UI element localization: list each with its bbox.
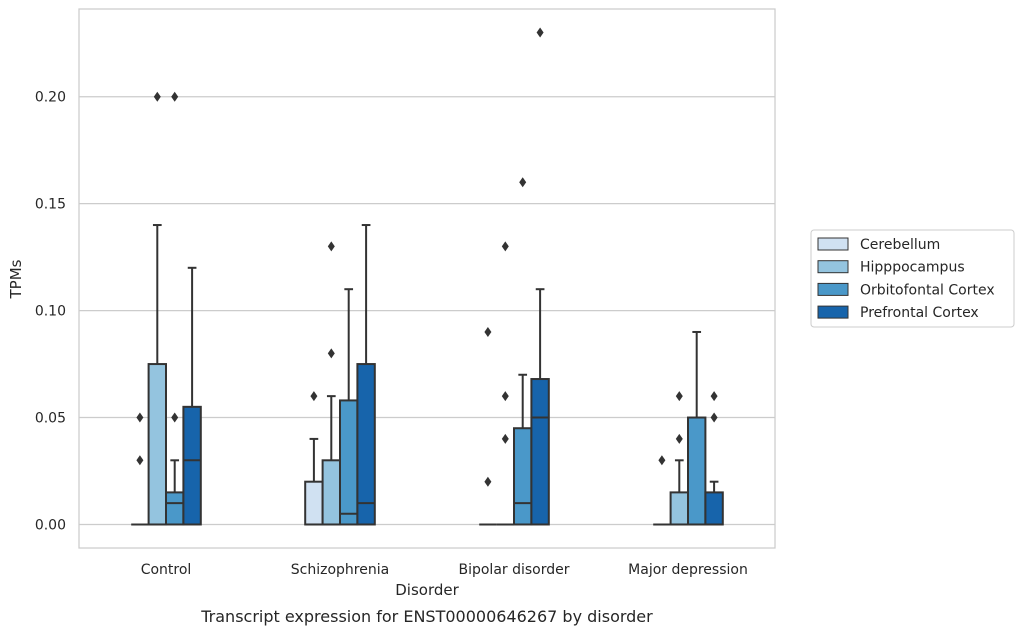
box <box>321 241 342 526</box>
box <box>131 412 149 526</box>
x-tick-label: Major depression <box>628 562 748 578</box>
series-cerebellum <box>131 326 671 526</box>
box <box>479 326 497 526</box>
legend-label: Cerebellum <box>860 237 940 253</box>
legend-swatch <box>817 305 849 319</box>
outlier-point <box>484 476 492 487</box>
box-body <box>530 378 550 526</box>
box-body <box>147 363 168 526</box>
box-body <box>182 405 202 526</box>
figure-caption: Transcript expression for ENST0000064626… <box>200 607 653 626</box>
box <box>304 391 324 526</box>
legend: Cerebellum Hipppocampus Orbitofontal Corte… <box>810 229 1015 328</box>
y-axis-label: TPMs <box>7 259 25 299</box>
outlier-point <box>710 412 718 423</box>
x-tick-label: Control <box>141 562 192 578</box>
outlier-point <box>171 91 179 102</box>
y-tick-label: 0.20 <box>35 90 66 106</box>
outlier-point <box>136 455 144 466</box>
y-tick-label: 0.05 <box>35 411 66 427</box>
outlier-point <box>519 177 527 188</box>
outlier-point <box>327 241 335 252</box>
outlier-point <box>675 433 683 444</box>
legend-label: Prefrontal Cortex <box>860 305 979 321</box>
y-tick-labels: 0.00 0.05 0.10 0.15 0.20 <box>35 90 66 534</box>
series-hipppocampus <box>147 91 689 526</box>
x-tick-label: Bipolar disorder <box>458 562 569 578</box>
x-axis-label: Disorder <box>395 581 459 599</box>
outlier-point <box>310 391 318 402</box>
outlier-point <box>171 412 179 423</box>
legend-swatch <box>817 260 849 274</box>
outlier-point <box>536 27 544 38</box>
legend-swatch <box>817 237 849 251</box>
y-tick-label: 0.00 <box>35 517 66 533</box>
series-orbitofontal-cortex <box>165 91 707 526</box>
box <box>530 27 550 526</box>
legend-label: Hipppocampus <box>860 260 965 276</box>
x-tick-labels: Control Schizophrenia Bipolar disorder Majo… <box>141 562 748 578</box>
outlier-point <box>327 348 335 359</box>
box <box>147 91 168 526</box>
box-body <box>687 416 707 526</box>
box <box>356 224 376 526</box>
outlier-point <box>501 433 509 444</box>
outlier-point <box>153 91 161 102</box>
outlier-point <box>136 412 144 423</box>
box-series <box>131 27 724 526</box>
box-body <box>356 363 376 526</box>
legend-swatch <box>817 282 849 296</box>
x-tick-label: Schizophrenia <box>291 562 389 578</box>
outlier-point <box>658 455 666 466</box>
box <box>496 241 514 526</box>
box-body <box>339 399 359 526</box>
box <box>182 266 202 526</box>
box-body <box>704 491 724 526</box>
outlier-point <box>501 241 509 252</box>
box-body <box>165 491 185 526</box>
series-prefrontal-cortex <box>182 27 724 526</box>
box-body <box>513 427 533 526</box>
outlier-point <box>484 326 492 337</box>
legend-label: Orbitofontal Cortex <box>860 282 995 298</box>
box <box>687 330 707 526</box>
outlier-point <box>675 391 683 402</box>
box <box>513 177 533 526</box>
outlier-point <box>710 391 718 402</box>
y-tick-label: 0.10 <box>35 304 66 320</box>
box-body <box>304 480 324 526</box>
box <box>653 455 671 526</box>
box-body <box>321 459 342 526</box>
outlier-point <box>501 391 509 402</box>
box <box>704 391 724 526</box>
y-tick-label: 0.15 <box>35 197 66 213</box>
box-body <box>669 491 689 526</box>
box <box>339 288 359 526</box>
legend-frame <box>810 229 1015 328</box>
